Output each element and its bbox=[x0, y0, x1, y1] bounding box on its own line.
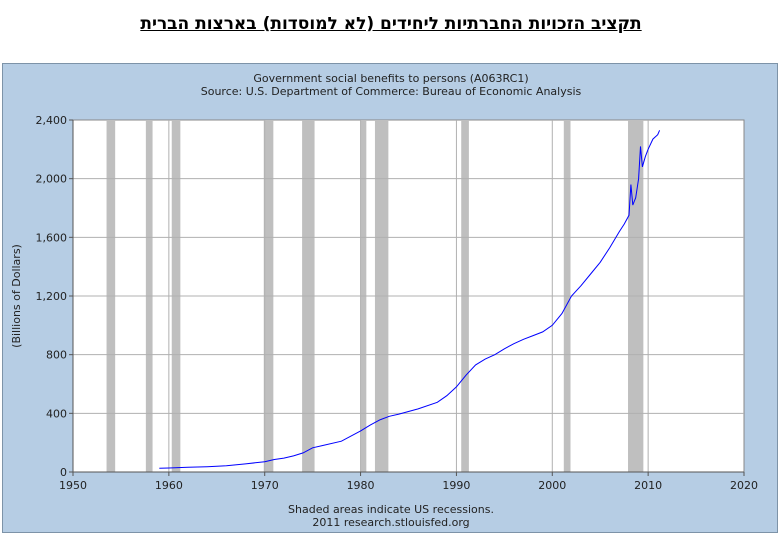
x-tick-label: 1960 bbox=[155, 479, 183, 492]
footer-line-2: 2011 research.stlouisfed.org bbox=[312, 516, 469, 529]
chart-frame: Government social benefits to persons (A… bbox=[2, 63, 778, 533]
chart-title: Government social benefits to persons (A… bbox=[253, 72, 528, 85]
x-tick-label: 1970 bbox=[251, 479, 279, 492]
y-tick-label: 1,600 bbox=[36, 231, 68, 244]
series-line bbox=[159, 130, 661, 469]
page-title: תקציב הזכויות החברתיות ליחידים (לא למוסד… bbox=[140, 14, 642, 34]
series-layer bbox=[159, 130, 661, 469]
y-tick-label: 400 bbox=[46, 407, 67, 420]
chart-subtitle: Source: U.S. Department of Commerce: Bur… bbox=[201, 85, 582, 98]
axes: 0 400 800 1,200 1,600 2,000 2,400 1950 1960 1970 1… bbox=[36, 114, 759, 492]
x-tick-label: 2020 bbox=[730, 479, 758, 492]
gridlines bbox=[73, 120, 744, 472]
x-tick-label: 2000 bbox=[538, 479, 566, 492]
y-axis-label: (Billions of Dollars) bbox=[10, 244, 23, 348]
y-tick-label: 0 bbox=[60, 466, 67, 479]
y-tick-label: 2,400 bbox=[36, 114, 68, 127]
y-tick-label: 2,000 bbox=[36, 173, 68, 186]
y-tick-label: 1,200 bbox=[36, 290, 68, 303]
line-chart: Government social benefits to persons (A… bbox=[10, 72, 759, 529]
x-tick-label: 1990 bbox=[442, 479, 470, 492]
x-tick-label: 1950 bbox=[59, 479, 87, 492]
y-tick-label: 800 bbox=[46, 349, 67, 362]
footer-line-1: Shaded areas indicate US recessions. bbox=[288, 503, 494, 516]
x-tick-label: 2010 bbox=[634, 479, 662, 492]
x-tick-label: 1980 bbox=[347, 479, 375, 492]
